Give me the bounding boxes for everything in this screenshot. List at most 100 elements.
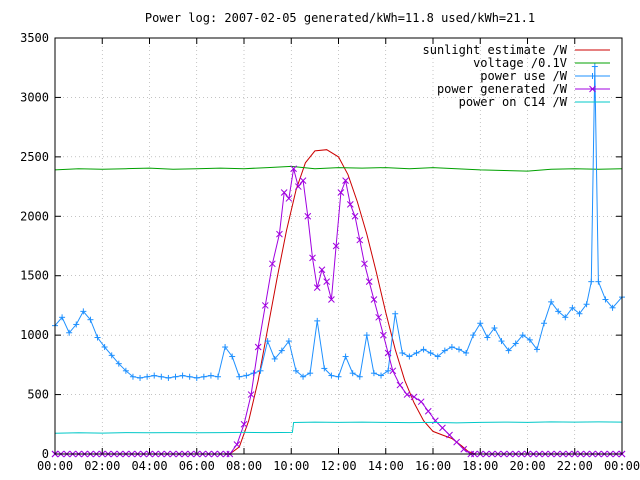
data-point [455,346,462,353]
data-point [247,391,255,398]
data-point [276,230,283,238]
data-point [555,308,562,315]
data-point [541,320,548,327]
x-tick-label: 12:00 [320,459,356,473]
data-point [158,373,165,380]
series-0 [55,149,622,455]
data-point [484,334,491,341]
legend-label: sunlight estimate /W [423,43,568,57]
data-point [519,332,526,339]
data-point [307,370,314,377]
data-point [66,329,73,336]
data-point [292,367,299,374]
data-point [243,372,250,379]
x-tick-label: 22:00 [557,459,593,473]
data-point [240,420,248,428]
data-point [378,372,385,379]
data-point [351,212,359,220]
data-point [332,242,340,250]
data-point [498,338,505,345]
x-tick-label: 16:00 [415,459,451,473]
data-point [413,349,420,356]
data-point [222,344,229,351]
data-point [236,373,243,380]
data-point [268,260,276,268]
data-point [595,278,602,285]
data-point [434,353,441,360]
x-tick-label: 00:00 [37,459,73,473]
series-line [54,421,623,434]
data-point [588,278,595,285]
x-tick-label: 18:00 [462,459,498,473]
data-point [470,332,477,339]
y-tick-label: 3500 [20,31,49,45]
data-point [323,278,331,286]
data-point [59,314,66,321]
data-point [207,372,214,379]
data-point [463,349,470,356]
legend-item: voltage /0.1V [473,56,610,70]
data-point [285,195,293,202]
data-point [417,398,425,406]
y-tick-label: 0 [42,447,49,461]
axes: 0 500 1000 1500 2000 2500 3000 3500 00:00 02:00 04… [20,31,640,473]
x-tick-label: 20:00 [509,459,545,473]
data-point [250,370,257,377]
data-point [335,373,342,380]
data-point [101,344,108,351]
data-point [261,302,269,309]
data-point [280,189,288,196]
y-tick-label: 2000 [20,209,49,223]
data-point [318,266,326,274]
legend-label: power use /W [480,69,567,83]
grid [55,38,622,454]
data-point [380,331,387,339]
data-point [384,349,392,357]
data-point [583,301,590,308]
data-point [200,373,207,380]
data-point [151,372,158,379]
data-point [233,441,241,448]
legend-item: power on C14 /W [459,95,610,109]
data-point [337,189,345,196]
data-point [591,63,598,70]
data-point [172,373,179,380]
data-point [346,201,354,208]
data-point [363,332,370,339]
data-point [108,352,115,359]
data-point [356,373,363,380]
data-point [410,393,418,401]
data-point [375,313,383,321]
data-point [460,445,468,453]
data-point [403,391,411,398]
data-point [370,296,378,303]
data-point [179,372,186,379]
data-point [137,374,144,381]
series-3 [51,165,626,458]
x-tick-label: 00:00 [604,459,640,473]
data-point [94,334,101,341]
series-line [55,168,622,455]
chart-title: Power log: 2007-02-05 generated/kWh=11.8… [145,11,535,25]
data-point [477,320,484,327]
data-point [264,338,271,345]
data-point [446,431,453,439]
data-point [439,424,446,432]
series-line [54,66,623,379]
data-point [389,367,397,375]
data-point [328,372,335,379]
x-tick-label: 14:00 [368,459,404,473]
data-point [399,349,406,356]
data-point [193,374,200,381]
data-point [165,374,172,381]
data-point [562,314,569,321]
x-tick-label: 04:00 [131,459,167,473]
data-point [80,308,87,315]
data-point [361,260,368,268]
data-point [602,296,609,303]
data-point [491,325,498,332]
data-point [453,438,460,446]
series-line [55,149,622,455]
